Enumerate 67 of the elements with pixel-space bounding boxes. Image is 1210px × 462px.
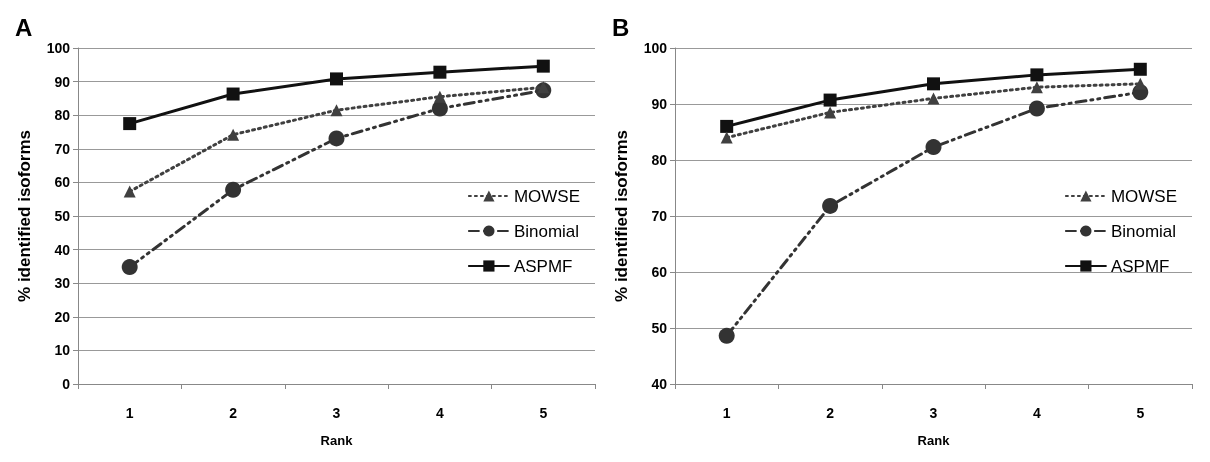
point (536, 59, 550, 73)
y-tick-label: 40 (651, 376, 668, 392)
legend-label: MOWSE (1110, 186, 1177, 206)
legend-label: Binomial (513, 221, 580, 241)
point (330, 72, 343, 86)
x-tick-label: 3 (929, 405, 938, 421)
y-tick-label: 70 (651, 208, 668, 224)
point (1133, 62, 1147, 76)
y-tick-label: 70 (54, 140, 71, 157)
point (1134, 77, 1147, 90)
y-tick-label: 100 (46, 40, 71, 56)
y-tick-label: 80 (651, 152, 668, 168)
point (123, 117, 137, 131)
y-tick-label: 50 (54, 208, 71, 224)
point (226, 87, 240, 101)
x-tick-label: 2 (826, 405, 835, 421)
x-tick-label: 5 (539, 405, 548, 421)
point (537, 81, 550, 94)
legend-label: ASPMF (1110, 256, 1170, 276)
y-tick-label: 30 (54, 275, 71, 292)
x-tick-label: 5 (1136, 405, 1145, 421)
x-axis-title: Rank (320, 433, 354, 448)
x-axis-title: Rank (917, 433, 951, 448)
y-tick-label: 50 (651, 320, 668, 336)
point (822, 197, 839, 214)
point (328, 130, 345, 147)
x-tick-label: 1 (125, 405, 134, 421)
y-axis-title: % identified isoforms (15, 130, 34, 302)
legend-label: MOWSE (513, 186, 580, 206)
point (123, 185, 136, 198)
y-tick-label: 40 (54, 241, 71, 258)
point (1030, 68, 1044, 82)
point (925, 139, 942, 156)
point (718, 327, 735, 344)
point (720, 131, 733, 144)
x-tick-label: 2 (229, 405, 238, 421)
x-tick-label: 4 (1033, 405, 1041, 421)
x-tick-label: 3 (332, 405, 341, 421)
point (927, 77, 940, 91)
chart-title: A (15, 13, 33, 41)
point (227, 128, 240, 141)
y-tick-label: 10 (54, 342, 71, 359)
y-tick-label: 60 (651, 264, 668, 280)
y-tick-label: 20 (54, 308, 71, 325)
point (1030, 81, 1043, 94)
y-tick-label: 90 (651, 96, 668, 112)
y-tick-label: 90 (54, 73, 71, 90)
point (824, 106, 837, 119)
point (433, 65, 447, 79)
legend-label: ASPMF (513, 256, 573, 276)
y-tick-label: 0 (62, 376, 71, 392)
y-axis-title: % identified isoforms (612, 130, 631, 302)
y-tick-label: 100 (643, 40, 668, 56)
point (720, 119, 734, 133)
point (1028, 100, 1045, 117)
y-tick-label: 80 (54, 107, 71, 124)
x-tick-label: 4 (436, 405, 444, 421)
point (927, 92, 940, 105)
point (330, 104, 343, 117)
point (823, 93, 837, 107)
point (433, 90, 446, 103)
point (225, 181, 242, 198)
point (121, 259, 138, 276)
legend-label: Binomial (1110, 221, 1177, 241)
y-tick-label: 60 (54, 174, 71, 191)
chart-title: B (612, 13, 630, 41)
x-tick-label: 1 (722, 405, 731, 421)
